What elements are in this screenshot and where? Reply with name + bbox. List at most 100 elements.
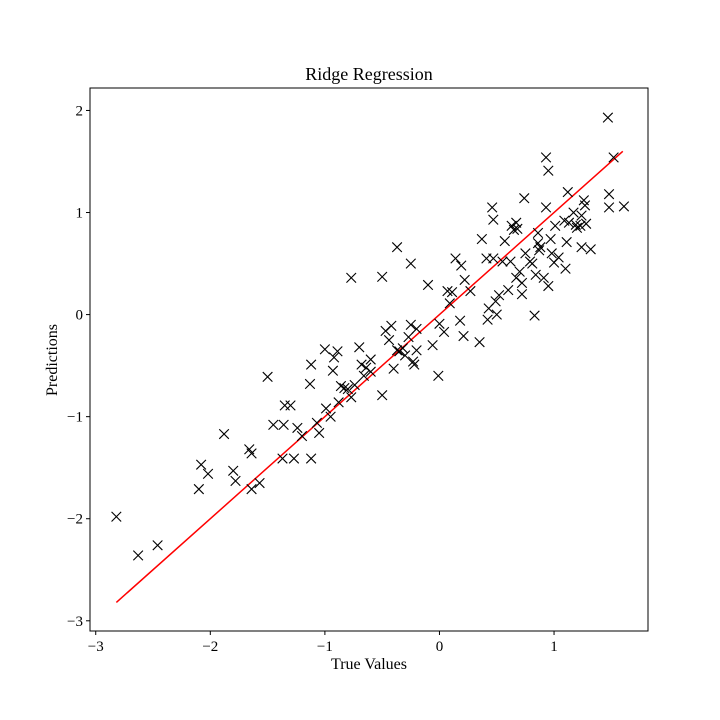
data-point xyxy=(278,419,289,431)
x-tick-label: −2 xyxy=(202,639,218,655)
data-point xyxy=(579,200,591,211)
data-point xyxy=(354,342,365,353)
data-point xyxy=(285,400,296,411)
data-point xyxy=(288,453,300,464)
data-point xyxy=(576,210,587,221)
data-point xyxy=(403,331,414,343)
data-point xyxy=(529,310,540,321)
x-axis-label: True Values xyxy=(331,656,407,673)
data-point xyxy=(405,258,417,269)
data-point xyxy=(618,201,630,212)
axes-frame xyxy=(89,87,649,632)
data-point xyxy=(530,269,541,280)
data-point xyxy=(246,483,257,495)
data-point xyxy=(422,279,434,291)
data-point xyxy=(458,330,469,342)
data-point xyxy=(218,428,230,440)
data-point xyxy=(503,284,514,296)
data-point xyxy=(553,252,564,263)
data-point xyxy=(540,202,552,213)
data-point xyxy=(327,365,339,376)
data-point xyxy=(490,296,501,307)
data-point xyxy=(268,419,279,431)
x-tick-label: 0 xyxy=(436,639,444,655)
y-tick-label: −2 xyxy=(67,512,83,528)
data-point xyxy=(568,207,579,218)
data-point xyxy=(346,392,357,403)
chart-title: Ridge Regression xyxy=(305,64,433,84)
data-point xyxy=(505,256,516,267)
data-point xyxy=(576,242,587,253)
data-point xyxy=(486,202,498,213)
data-point xyxy=(254,477,265,489)
data-point xyxy=(325,411,336,422)
data-point xyxy=(571,222,583,234)
data-point xyxy=(508,224,520,236)
data-point xyxy=(519,193,530,204)
data-point xyxy=(456,260,467,271)
data-point xyxy=(391,345,403,356)
data-point xyxy=(346,272,357,284)
data-point xyxy=(602,112,614,123)
data-point xyxy=(328,352,340,363)
data-point xyxy=(296,430,308,442)
data-point xyxy=(514,266,525,277)
y-axis: −3 −2 −1 0 1 2 xyxy=(67,103,90,630)
data-point xyxy=(391,242,403,253)
data-point xyxy=(608,152,619,163)
data-point xyxy=(397,343,408,354)
data-point xyxy=(543,165,554,176)
x-tick-label: 1 xyxy=(550,639,558,655)
fit-line xyxy=(115,150,624,603)
data-point xyxy=(444,298,455,309)
data-point xyxy=(545,233,556,245)
data-point xyxy=(388,363,399,374)
data-point xyxy=(603,188,615,200)
data-point xyxy=(562,186,573,198)
data-point xyxy=(193,483,205,495)
data-point xyxy=(516,288,528,300)
data-point xyxy=(305,359,317,370)
data-point xyxy=(277,453,288,464)
plot-area xyxy=(89,87,649,632)
data-point xyxy=(585,244,596,255)
data-point xyxy=(540,152,552,163)
data-point xyxy=(262,371,273,383)
data-point xyxy=(365,366,376,377)
data-point xyxy=(195,459,207,470)
data-point xyxy=(202,468,214,480)
x-tick-label: −1 xyxy=(317,639,333,655)
data-point xyxy=(491,309,502,320)
data-point xyxy=(320,403,332,414)
data-point xyxy=(446,286,458,298)
data-point xyxy=(386,320,397,332)
data-point xyxy=(342,383,353,395)
data-point xyxy=(575,220,586,231)
data-point xyxy=(376,271,388,283)
data-point xyxy=(497,256,508,267)
data-point xyxy=(409,359,420,370)
data-point xyxy=(442,285,453,297)
data-point xyxy=(433,370,444,382)
data-point xyxy=(304,378,316,390)
data-point xyxy=(465,285,476,297)
data-point xyxy=(434,318,445,329)
data-point xyxy=(459,274,470,286)
data-point xyxy=(111,511,122,522)
data-point xyxy=(474,336,485,348)
data-point xyxy=(511,217,522,228)
data-point xyxy=(499,235,510,247)
data-point xyxy=(454,315,466,326)
data-point xyxy=(603,202,615,213)
data-point xyxy=(332,346,343,357)
data-point xyxy=(427,340,438,351)
data-point xyxy=(313,427,325,439)
data-point xyxy=(356,359,367,370)
y-tick-label: −1 xyxy=(67,410,83,426)
y-tick-label: 0 xyxy=(76,308,84,324)
data-point xyxy=(246,448,257,459)
data-point xyxy=(383,334,395,346)
data-point xyxy=(580,218,592,229)
